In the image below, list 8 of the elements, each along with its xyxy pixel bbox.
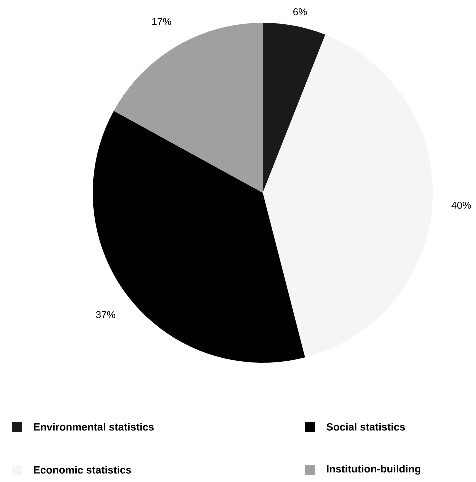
data-label: 6% (294, 8, 308, 16)
legend-label: Economic statistics (34, 466, 132, 474)
legend-label: Institution-building (327, 465, 421, 475)
data-label: 37% (96, 311, 116, 318)
legend-label: Environmental statistics (34, 423, 154, 431)
data-label: 40% (452, 202, 472, 210)
data-label: 17% (152, 18, 172, 26)
legend-label: Social statistics (326, 423, 406, 431)
